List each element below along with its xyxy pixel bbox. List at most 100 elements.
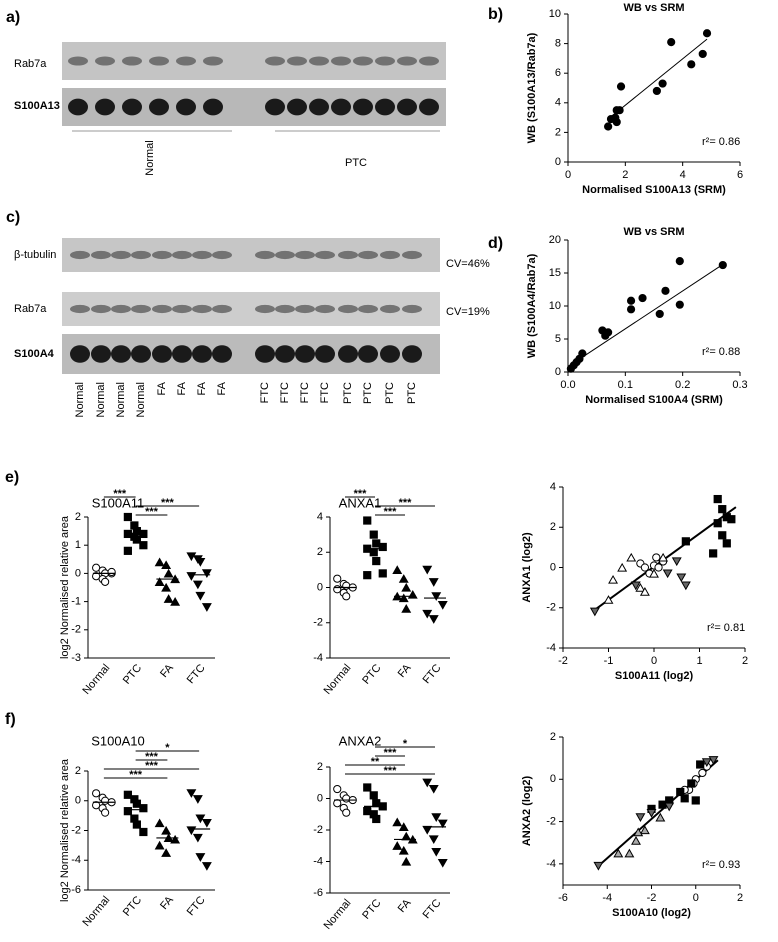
x-tick-label: 0.1 <box>618 379 633 391</box>
blot-band <box>380 250 400 260</box>
point <box>201 603 212 612</box>
point <box>654 563 663 572</box>
x-tick-label: -2 <box>647 892 657 904</box>
y-tick-label: 10 <box>549 300 561 312</box>
x-tick-label: 0.0 <box>560 379 575 391</box>
point <box>161 848 172 857</box>
y-tick-label: -2 <box>71 824 81 836</box>
point <box>407 589 418 599</box>
blot-band <box>255 250 275 260</box>
point <box>578 349 587 358</box>
point <box>195 853 206 862</box>
blot-band <box>275 345 295 363</box>
point <box>186 789 197 798</box>
point <box>369 791 378 800</box>
significance-label: ** <box>371 756 380 768</box>
blot-band <box>315 345 335 363</box>
y-tick-label: 4 <box>550 481 556 493</box>
point <box>92 789 101 798</box>
panel-label: e) <box>5 469 19 486</box>
point <box>626 305 636 314</box>
y-tick-label: 0 <box>75 567 81 579</box>
x-tick-label: FTC <box>185 894 208 918</box>
point <box>422 825 433 835</box>
blot-band <box>70 250 90 260</box>
blot-band <box>91 304 111 314</box>
blot-band <box>122 98 142 116</box>
point <box>702 29 712 38</box>
x-tick-label: 0.3 <box>732 379 747 391</box>
blot-band <box>255 304 275 314</box>
blot-band <box>176 98 196 116</box>
point <box>195 591 206 601</box>
x-tick-label: -1 <box>604 655 614 667</box>
point <box>401 856 412 866</box>
x-tick-label: 0 <box>693 892 699 904</box>
point <box>608 574 619 584</box>
x-tick-label: Normal <box>80 894 112 929</box>
blot-band <box>331 98 351 116</box>
blot-band <box>265 98 285 116</box>
point <box>333 784 342 794</box>
point <box>691 796 700 805</box>
lane-label: FA <box>216 381 228 395</box>
y-axis-label: log2 Normalised relative area <box>59 515 71 659</box>
x-tick-label: PTC <box>360 897 383 922</box>
x-tick-label: FA <box>396 897 414 916</box>
annotation: r²= 0.88 <box>702 346 740 358</box>
blot-band <box>402 345 422 363</box>
point <box>398 845 409 855</box>
lane-label: Normal <box>74 382 86 417</box>
blot-band <box>375 56 395 66</box>
blot-band <box>172 304 192 314</box>
x-tick-label: Normal <box>322 662 354 697</box>
point <box>186 572 197 581</box>
blot-band <box>91 345 111 363</box>
point <box>696 760 705 769</box>
point <box>662 569 673 579</box>
x-tick-label: FA <box>158 894 176 913</box>
x-tick-label: FTC <box>185 662 208 686</box>
x-axis-label: Normalised S100A13 (SRM) <box>582 184 726 196</box>
panel-label: b) <box>488 6 503 23</box>
point <box>154 840 165 850</box>
chart-title: S100A10 <box>91 733 145 748</box>
lane-label: PTC <box>362 382 374 404</box>
blot-band <box>295 345 315 363</box>
point <box>713 494 722 504</box>
point <box>161 825 172 835</box>
point <box>667 38 676 47</box>
point <box>671 557 682 567</box>
point <box>398 822 409 831</box>
blot-band <box>331 56 351 66</box>
x-tick-label: PTC <box>360 662 383 687</box>
point <box>613 848 624 858</box>
blot-band <box>152 345 172 363</box>
significance-label: *** <box>384 747 398 759</box>
y-tick-label: 0 <box>550 561 556 573</box>
y-tick-label: 8 <box>555 38 561 50</box>
blot-band <box>419 56 439 66</box>
point <box>139 541 148 550</box>
blot-band <box>172 345 192 363</box>
x-axis-label: S100A11 (log2) <box>615 670 694 682</box>
blot-band <box>131 304 151 314</box>
blot-band <box>380 345 400 363</box>
point <box>603 595 614 604</box>
blot-band <box>402 304 422 314</box>
point <box>369 548 378 557</box>
blot-band <box>309 98 329 116</box>
point <box>401 582 412 592</box>
y-tick-label: 0 <box>555 366 561 378</box>
x-tick-label: 4 <box>680 169 686 181</box>
cv-label: CV=19% <box>446 306 490 318</box>
point <box>333 585 342 594</box>
x-tick-label: 0 <box>565 169 571 181</box>
point <box>604 328 613 337</box>
point <box>186 552 197 562</box>
lane-label: FTC <box>259 382 271 403</box>
blot-band <box>338 250 358 260</box>
y-tick-label: 2 <box>317 761 323 773</box>
blot-band <box>149 56 169 66</box>
